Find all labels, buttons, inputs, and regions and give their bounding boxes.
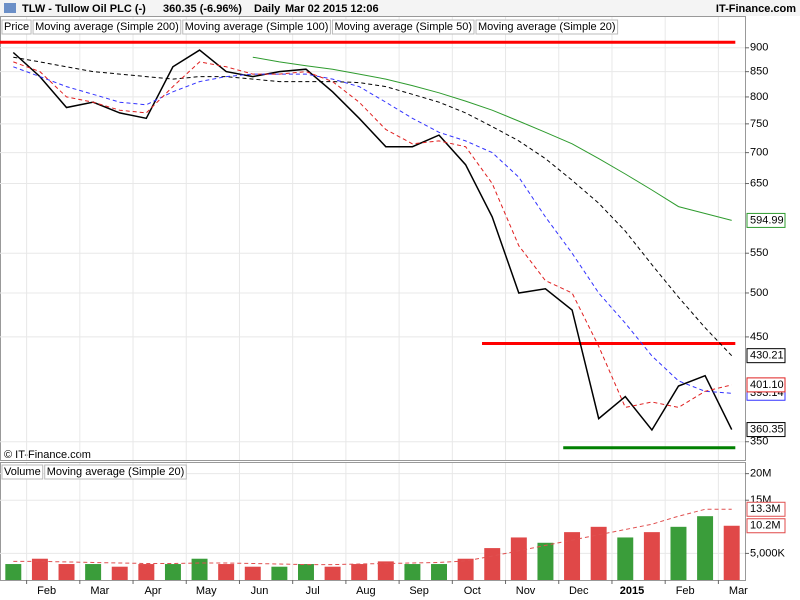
volume-bar: [191, 558, 208, 580]
volume-bar: [457, 558, 474, 580]
volume-bar: [590, 526, 607, 580]
value-tag: [746, 518, 786, 534]
series-line: [13, 508, 732, 566]
volume-bar: [537, 542, 554, 580]
volume-bar: [404, 564, 421, 580]
y-tick-label: 500: [750, 287, 768, 299]
y-tick-label: 550: [750, 247, 768, 259]
volume-bar: [271, 566, 288, 580]
volume-bar: [111, 566, 128, 580]
y-tick-label: 350: [750, 436, 768, 448]
x-tick-label: Oct: [464, 585, 481, 597]
volume-panel-frame: [0, 462, 746, 581]
header-bar: [0, 0, 800, 16]
legend-box: [1, 464, 44, 480]
volume-bar: [85, 564, 102, 580]
header-title: TLW - Tullow Oil PLC (-): [22, 3, 146, 15]
value-tag: [746, 212, 786, 228]
legend-box: [475, 19, 619, 35]
legend-label: Moving average (Simple 100): [185, 21, 329, 33]
volume-bar: [510, 537, 527, 580]
value-tag-label: 13.3M: [750, 503, 781, 515]
value-tag-label: 430.21: [750, 350, 784, 362]
x-tick-label: Sep: [409, 585, 429, 597]
x-tick-label: Aug: [356, 585, 376, 597]
value-tag-label: 10.2M: [750, 520, 781, 532]
x-tick-label: Apr: [144, 585, 161, 597]
x-tick-label: Jul: [306, 585, 320, 597]
legend-label: Price: [4, 21, 29, 33]
series-line: [13, 56, 733, 357]
x-tick-label: Mar: [90, 585, 109, 597]
header-icon: [4, 3, 16, 13]
header-timestamp: Mar 02 2015 12:06: [285, 3, 379, 15]
volume-bar: [138, 564, 155, 580]
legend-label: Moving average (Simple 20): [47, 466, 185, 478]
volume-bar: [31, 558, 48, 580]
legend-label: Volume: [4, 466, 41, 478]
legend-box: [1, 19, 32, 35]
value-tag-label: 594.99: [750, 214, 784, 226]
x-tick-label: May: [196, 585, 217, 597]
header-interval: Daily: [254, 3, 281, 15]
volume-bar: [723, 525, 740, 580]
y-tick-label: 900: [750, 42, 768, 54]
y-tick-label: 800: [750, 91, 768, 103]
legend-label: Moving average (Simple 20): [478, 21, 616, 33]
volume-bar: [697, 516, 714, 580]
volume-bar: [5, 564, 22, 580]
legend-box: [44, 464, 187, 480]
value-tag: [746, 422, 786, 438]
price-panel-frame: [0, 16, 746, 461]
value-tag: [746, 348, 786, 364]
value-tag-label: 360.35: [750, 423, 784, 435]
value-tag-label: 401.10: [750, 379, 784, 391]
volume-bar: [218, 564, 235, 580]
volume-bar: [298, 564, 314, 580]
header-quote: 360.35 (-6.96%): [163, 3, 242, 15]
y-tick-label: 5,000K: [750, 547, 786, 559]
volume-bar: [377, 561, 394, 580]
y-tick-label: 850: [750, 66, 768, 78]
value-tag: [746, 377, 786, 393]
volume-bar: [244, 566, 261, 580]
y-tick-label: 700: [750, 147, 768, 159]
x-tick-label: Nov: [516, 585, 536, 597]
series-line: [13, 66, 732, 394]
legend-box: [182, 19, 331, 35]
series-line: [12, 49, 733, 432]
volume-bar: [431, 564, 447, 580]
value-tag: [746, 501, 786, 517]
volume-bar: [164, 564, 181, 580]
x-tick-label: 2015: [620, 585, 644, 597]
volume-bar: [670, 526, 687, 580]
x-tick-label: Feb: [676, 585, 695, 597]
volume-bar: [564, 532, 581, 580]
series-line: [13, 61, 732, 408]
volume-bar: [643, 532, 660, 580]
volume-bar: [351, 564, 368, 580]
x-tick-label: Dec: [569, 585, 589, 597]
series-line: [252, 56, 732, 221]
x-tick-label: Mar: [729, 585, 748, 597]
y-tick-label: 450: [750, 331, 768, 343]
legend-box: [331, 19, 475, 35]
volume-bar: [484, 548, 501, 580]
y-tick-label: 650: [750, 177, 768, 189]
volume-bar: [324, 566, 341, 580]
volume-bar: [617, 537, 634, 580]
legend-label: Moving average (Simple 200): [35, 21, 179, 33]
legend-box: [32, 19, 182, 35]
legend-label: Moving average (Simple 50): [334, 21, 472, 33]
watermark: © IT-Finance.com: [4, 449, 91, 461]
x-tick-label: Jun: [251, 585, 269, 597]
volume-bar: [58, 564, 75, 580]
y-tick-label: 750: [750, 118, 768, 130]
x-tick-label: Feb: [37, 585, 56, 597]
header-brand: IT-Finance.com: [716, 3, 796, 15]
y-tick-label: 20M: [750, 468, 771, 480]
